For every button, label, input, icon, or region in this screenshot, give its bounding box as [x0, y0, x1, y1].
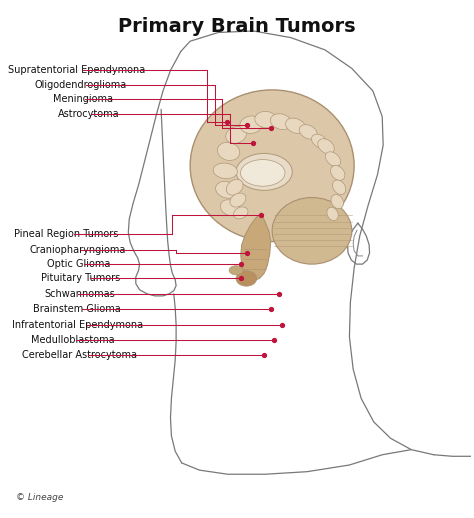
Ellipse shape: [230, 193, 246, 207]
Polygon shape: [241, 213, 271, 281]
Ellipse shape: [327, 207, 338, 221]
Ellipse shape: [326, 152, 341, 166]
Text: Pituitary Tumors: Pituitary Tumors: [41, 274, 120, 283]
Ellipse shape: [330, 165, 345, 180]
Text: Optic Glioma: Optic Glioma: [47, 259, 110, 269]
Ellipse shape: [218, 142, 240, 161]
Ellipse shape: [272, 197, 352, 264]
Ellipse shape: [226, 179, 243, 195]
Text: Infratentorial Ependymona: Infratentorial Ependymona: [12, 320, 143, 329]
Ellipse shape: [220, 200, 239, 216]
Text: Astrocytoma: Astrocytoma: [58, 109, 119, 120]
Ellipse shape: [190, 90, 354, 241]
Ellipse shape: [213, 163, 237, 179]
Text: Brainstem Glioma: Brainstem Glioma: [33, 304, 121, 314]
Text: Cerebellar Astrocytoma: Cerebellar Astrocytoma: [22, 350, 137, 361]
Text: Pineal Region Tumors: Pineal Region Tumors: [15, 229, 119, 239]
Ellipse shape: [331, 195, 344, 209]
Ellipse shape: [226, 126, 246, 143]
Ellipse shape: [332, 180, 346, 194]
Text: Medulloblastoma: Medulloblastoma: [31, 335, 115, 345]
Text: © Lineage: © Lineage: [16, 494, 63, 502]
Text: Primary Brain Tumors: Primary Brain Tumors: [118, 17, 356, 36]
Ellipse shape: [234, 207, 248, 219]
Text: Supratentorial Ependymona: Supratentorial Ependymona: [9, 65, 146, 76]
Ellipse shape: [240, 116, 262, 134]
Ellipse shape: [236, 271, 257, 286]
Ellipse shape: [318, 139, 334, 154]
Text: Oligodendroglioma: Oligodendroglioma: [35, 80, 127, 90]
Ellipse shape: [299, 125, 317, 139]
Ellipse shape: [236, 153, 292, 190]
Text: Craniopharyngioma: Craniopharyngioma: [30, 245, 127, 255]
Ellipse shape: [255, 111, 277, 128]
Text: Schwannomas: Schwannomas: [44, 289, 115, 299]
Ellipse shape: [270, 114, 292, 130]
Ellipse shape: [311, 134, 328, 148]
Ellipse shape: [216, 181, 238, 198]
Ellipse shape: [285, 118, 306, 134]
Ellipse shape: [229, 266, 243, 275]
Ellipse shape: [240, 160, 285, 186]
Text: Meningioma: Meningioma: [54, 94, 113, 104]
